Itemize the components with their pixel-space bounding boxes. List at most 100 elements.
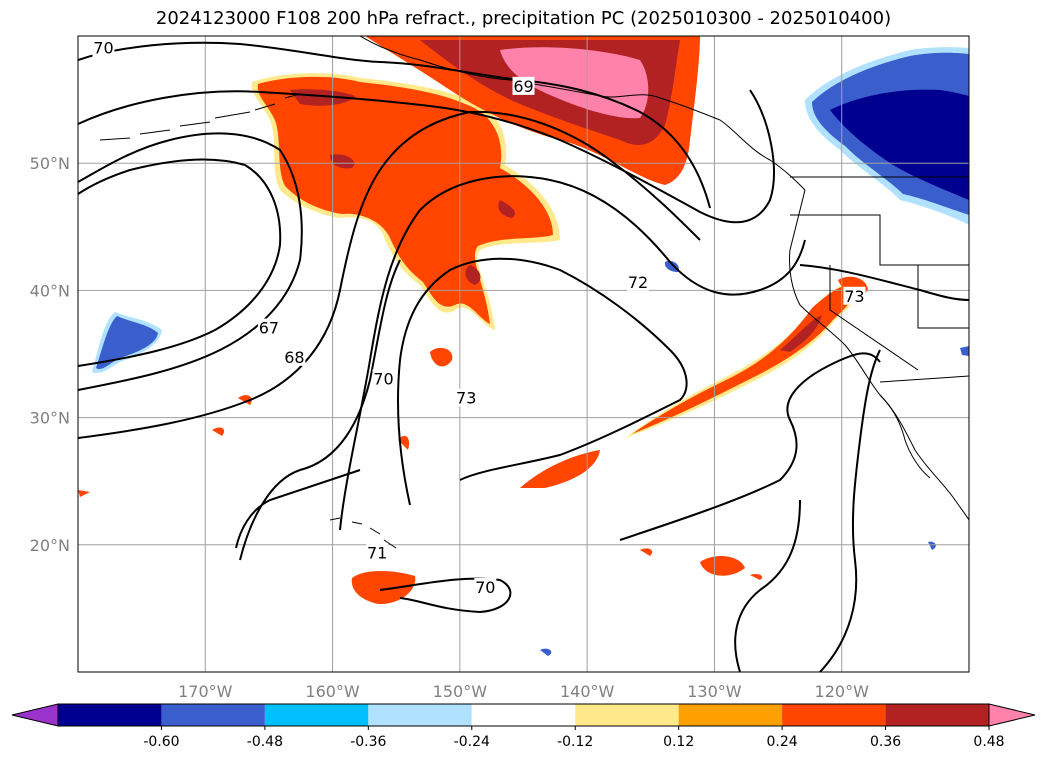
contour-label: 70 xyxy=(475,578,495,597)
map-title: 2024123000 F108 200 hPa refract., precip… xyxy=(155,8,892,29)
precip-negative-northeast-dark xyxy=(830,89,969,200)
contour-70-north xyxy=(78,41,711,209)
precip-negative-patch-1 xyxy=(664,260,679,272)
longitude-tick-labels: 170°W 160°W 150°W 140°W 130°W 120°W xyxy=(178,682,869,701)
map-frame xyxy=(77,35,970,673)
precip-shading xyxy=(78,36,969,656)
latitude-tick-labels: 50°N 40°N 30°N 20°N xyxy=(30,154,70,555)
contour-label: 70 xyxy=(373,369,393,388)
colorbar xyxy=(11,703,1036,730)
lon-tick-label: 160°W xyxy=(305,682,360,701)
coastline-alaska xyxy=(359,36,806,191)
precip-patch-2 xyxy=(351,571,416,605)
colorbar-tick-label: -0.12 xyxy=(557,734,593,750)
lat-tick-label: 30°N xyxy=(30,409,70,428)
colorbar-frame xyxy=(57,703,990,727)
colorbar-tick-label: 0.48 xyxy=(973,734,1004,750)
colorbar-segment xyxy=(58,704,162,726)
precip-region-north-inner xyxy=(257,76,553,325)
map-grid xyxy=(78,36,969,672)
lon-tick-label: 120°W xyxy=(815,682,870,701)
map-area[interactable]: 70 69 67 68 70 72 73 73 71 70 xyxy=(78,36,969,672)
colorbar-segment xyxy=(264,704,369,726)
contour-label: 69 xyxy=(513,77,533,96)
colorbar-tick-label: 0.12 xyxy=(663,734,694,750)
aleutian-islands xyxy=(99,93,301,141)
colorbar-segment xyxy=(575,704,679,726)
precip-patch-8 xyxy=(78,490,90,497)
contour-labels: 70 69 67 68 70 72 73 73 71 70 xyxy=(92,38,866,597)
lon-tick-label: 140°W xyxy=(560,682,615,701)
precip-negative-patch-3 xyxy=(928,541,936,550)
precip-patch-9 xyxy=(640,548,653,556)
contour-label-background xyxy=(627,272,650,291)
colorbar-tick-labels: -0.60 -0.48 -0.36 -0.24 -0.12 0.12 0.24 0.36 0.4… xyxy=(143,734,1004,750)
colorbar-extend-low xyxy=(11,703,59,727)
contour-69-north xyxy=(78,89,775,224)
coastlines xyxy=(99,36,969,549)
colorbar-tick-label: -0.36 xyxy=(350,734,386,750)
lon-tick-label: 150°W xyxy=(433,682,488,701)
precip-patch-1 xyxy=(520,450,600,488)
contour-label: 70 xyxy=(93,39,113,58)
lat-tick-label: 20°N xyxy=(30,536,70,555)
precip-patch-3 xyxy=(700,556,745,576)
colorbar-segment xyxy=(368,704,472,726)
contour-70-south xyxy=(379,577,512,614)
precip-negative-west-inner xyxy=(96,316,158,369)
contour-label: 72 xyxy=(628,273,648,292)
hawaii-islands xyxy=(329,517,397,549)
precip-patch-5 xyxy=(398,435,410,450)
border-state-1 xyxy=(790,214,969,266)
precip-patch-10 xyxy=(750,573,763,580)
contour-68 xyxy=(78,132,303,391)
lat-tick-label: 50°N xyxy=(30,154,70,173)
contour-71 xyxy=(239,259,401,561)
colorbar-segment xyxy=(885,704,989,726)
precip-region-atmospheric-river-inner xyxy=(632,285,857,434)
contour-70-west xyxy=(78,110,701,439)
contour-label-background xyxy=(366,543,389,562)
border-state-3 xyxy=(917,265,969,329)
contour-label: 68 xyxy=(284,348,304,367)
precip-patch-7 xyxy=(212,427,225,436)
contour-outer-southeast xyxy=(819,349,881,672)
contour-label: 73 xyxy=(844,287,864,306)
contour-67 xyxy=(78,158,282,367)
contour-label: 73 xyxy=(456,389,476,408)
contour-label: 67 xyxy=(259,319,279,338)
contour-outer-far xyxy=(734,499,801,672)
colorbar-segment xyxy=(471,704,576,726)
precip-region-atmospheric-river-dark xyxy=(780,315,822,352)
colorbar-segment xyxy=(678,704,783,726)
lon-tick-label: 170°W xyxy=(178,682,233,701)
contour-label-background xyxy=(455,388,478,407)
border-us-mexico xyxy=(879,375,969,383)
precip-negative-patch-4 xyxy=(960,346,969,356)
colorbar-extend-high xyxy=(988,703,1036,727)
lat-tick-label: 40°N xyxy=(30,281,70,300)
colorbar-segment xyxy=(782,704,886,726)
colorbar-tick-label: 0.36 xyxy=(870,734,901,750)
contour-73-south xyxy=(397,257,688,506)
contour-72 xyxy=(339,175,806,531)
contour-outer-south xyxy=(235,469,361,549)
colorbar-tick-label: -0.48 xyxy=(247,734,283,750)
refractivity-contours xyxy=(78,41,969,672)
coastline-north-america-west xyxy=(789,189,969,521)
contour-outer-east xyxy=(619,352,881,541)
lon-tick-label: 130°W xyxy=(687,682,742,701)
contour-label-background xyxy=(474,578,497,597)
contour-label-background xyxy=(283,347,306,366)
precip-patch-6 xyxy=(238,395,252,405)
contour-label-background xyxy=(257,318,280,337)
contour-label-background xyxy=(372,369,395,388)
border-state-2 xyxy=(829,265,919,371)
ocean-background xyxy=(78,36,969,672)
contour-label: 71 xyxy=(367,544,387,563)
colorbar-tick-label: 0.24 xyxy=(767,734,798,750)
contour-label-background xyxy=(843,286,866,305)
colorbar-tick-label: -0.24 xyxy=(454,734,490,750)
precip-patch-4 xyxy=(430,347,453,367)
